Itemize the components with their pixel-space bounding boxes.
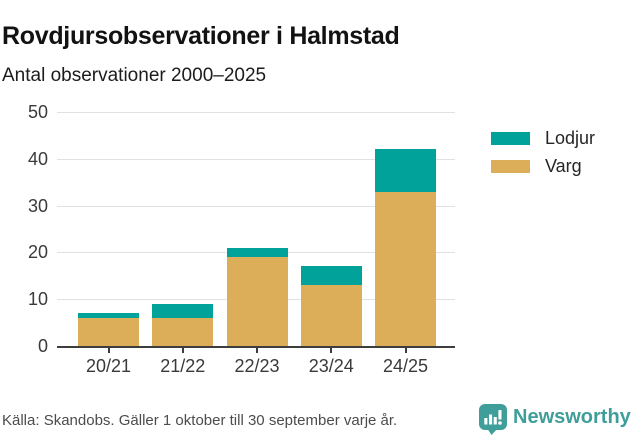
legend: Lodjur Varg xyxy=(491,127,596,186)
legend-label-lodjur: Lodjur xyxy=(545,127,596,148)
bar-segment-lodjur-20-21 xyxy=(78,313,139,318)
bar-segment-lodjur-24-25 xyxy=(375,149,436,192)
x-tick-mark-20-21 xyxy=(107,348,110,353)
bar-segment-varg-20-21 xyxy=(78,317,139,346)
bar-segment-varg-22-23 xyxy=(226,257,288,346)
x-tick-mark-22-23 xyxy=(256,348,258,353)
x-tick-label-20-21: 20/21 xyxy=(85,356,132,376)
bar-segment-lodjur-21-22 xyxy=(152,303,214,318)
y-tick-label-10: 10 xyxy=(27,289,48,310)
x-tick-mark-21-22 xyxy=(181,348,184,353)
y-tick-label-50: 50 xyxy=(27,102,48,122)
legend-item-varg: Varg xyxy=(491,155,595,176)
x-tick-mark-24-25 xyxy=(404,348,407,353)
gridline-30 xyxy=(57,205,455,207)
bar-segment-varg-21-22 xyxy=(152,317,214,346)
source-note: Källa: Skandobs. Gäller 1 oktober till 3… xyxy=(2,412,398,429)
y-tick-label-0: 0 xyxy=(37,336,48,356)
legend-swatch-varg xyxy=(491,159,530,173)
x-tick-label-24-25: 24/25 xyxy=(382,356,429,376)
gridline-40 xyxy=(57,158,455,160)
chart-title: Rovdjursobservationer i Halmstad xyxy=(2,21,400,50)
legend-item-lodjur: Lodjur xyxy=(491,127,596,148)
gridline-50 xyxy=(57,112,455,113)
x-tick-label-22-23: 22/23 xyxy=(234,356,280,376)
y-tick-label-30: 30 xyxy=(27,195,48,216)
bar-segment-lodjur-23-24 xyxy=(300,266,362,286)
bar-segment-varg-24-25 xyxy=(375,191,436,346)
legend-label-varg: Varg xyxy=(545,155,582,176)
x-axis-line xyxy=(57,346,455,348)
newsworthy-logo[interactable]: Newsworthy xyxy=(479,403,631,435)
y-tick-label-40: 40 xyxy=(27,148,48,169)
x-tick-mark-23-24 xyxy=(330,348,333,353)
x-tick-label-23-24: 23/24 xyxy=(308,356,354,376)
bar-segment-lodjur-22-23 xyxy=(226,247,288,258)
bar-segment-varg-23-24 xyxy=(300,285,362,346)
chart-subtitle: Antal observationer 2000–2025 xyxy=(2,65,267,86)
y-tick-label-20: 20 xyxy=(27,242,48,263)
x-tick-label-21-22: 21/22 xyxy=(160,356,206,376)
newsworthy-wordmark: Newsworthy xyxy=(513,405,631,428)
newsworthy-bubble-chart-icon xyxy=(479,403,507,435)
legend-swatch-lodjur xyxy=(491,131,530,145)
